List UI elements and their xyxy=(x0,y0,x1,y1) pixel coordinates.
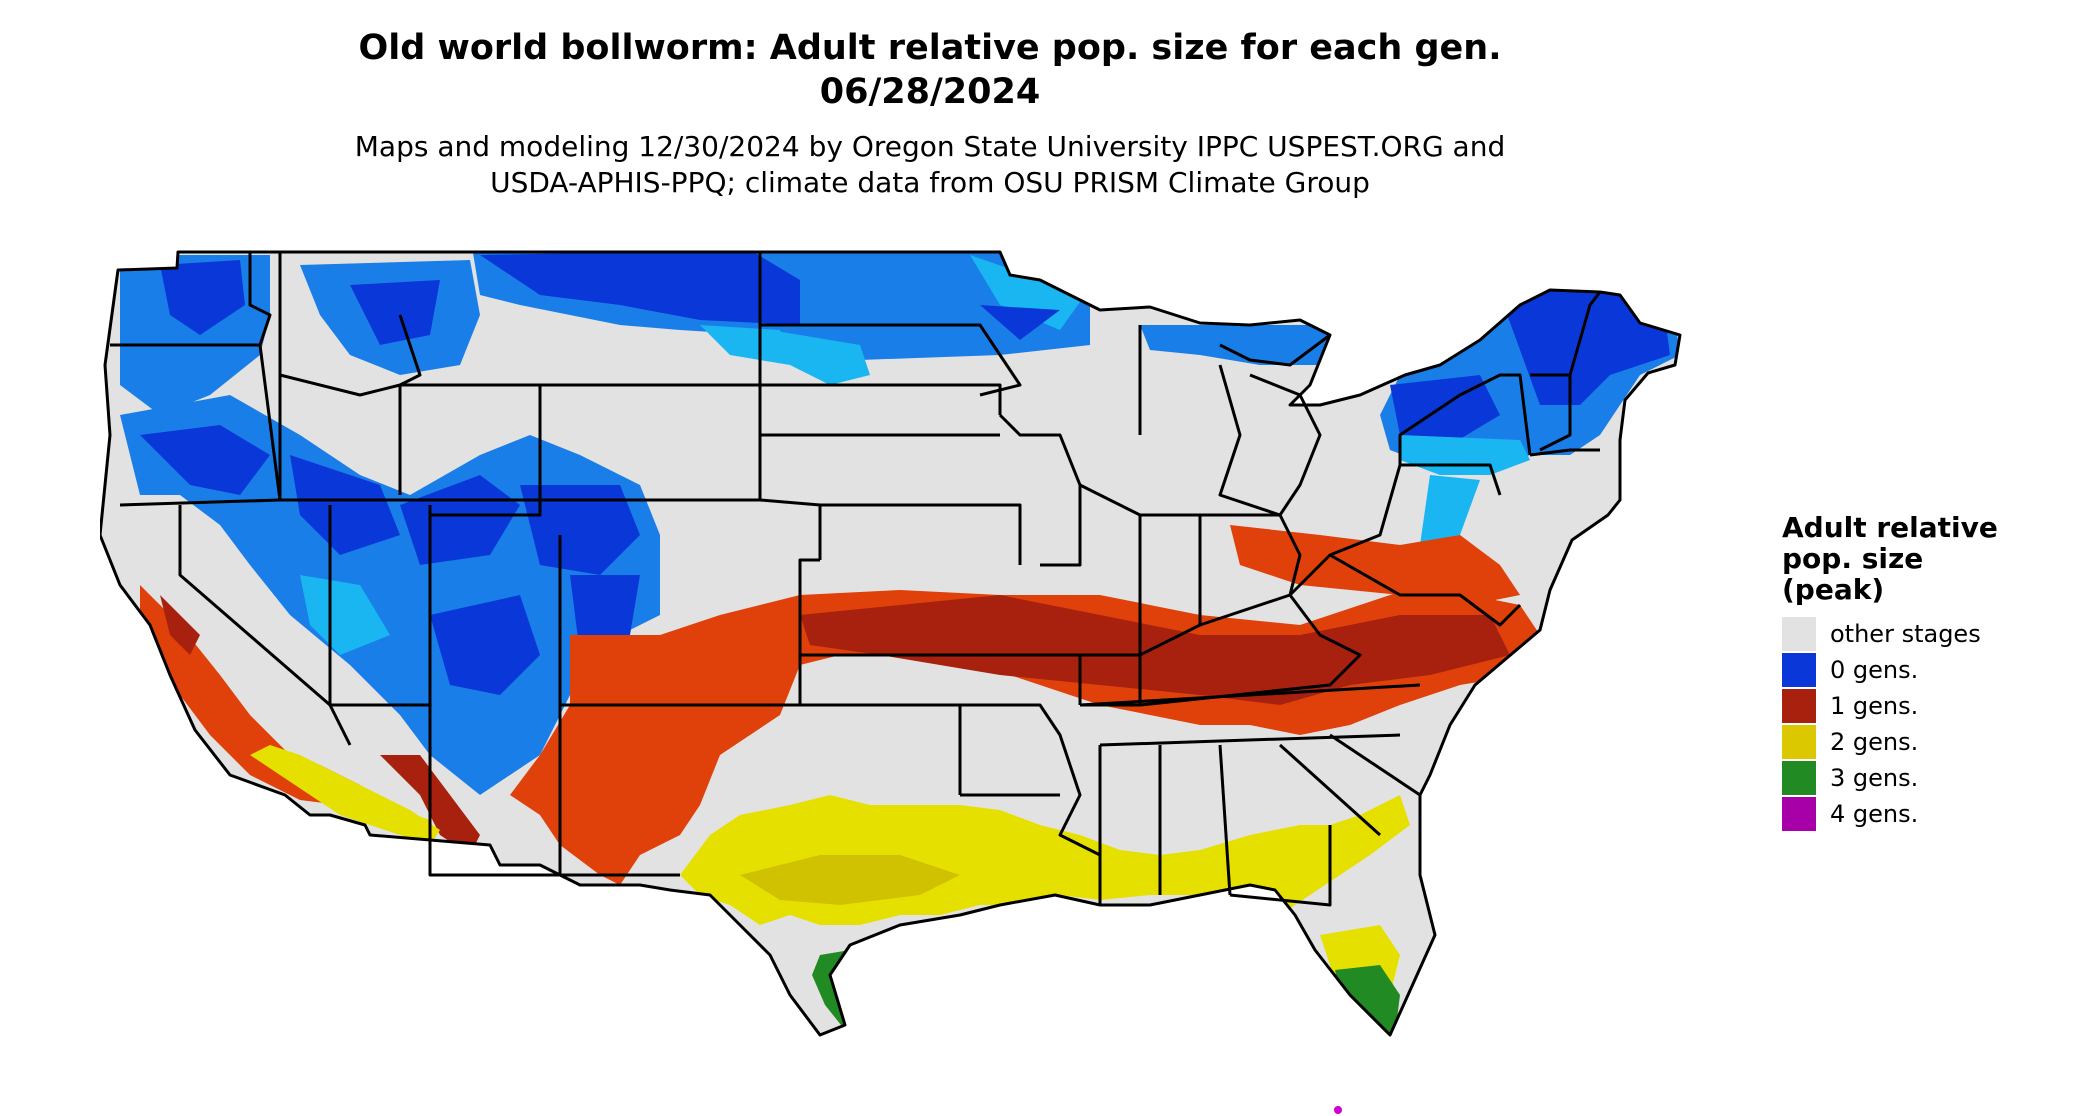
border-california-nevada xyxy=(178,505,352,746)
border-vermont-nh xyxy=(1530,373,1572,452)
border-pennsylvania xyxy=(1288,463,1502,597)
border-kentucky xyxy=(1139,594,1362,707)
map-subtitle-line2: USDA-APHIS-PPQ; climate data from OSU PR… xyxy=(490,166,1370,199)
border-kansas-north xyxy=(820,503,1022,565)
border-michigan-east xyxy=(1249,373,1322,516)
one-gen-zones xyxy=(140,525,1540,885)
border-alabama-georgia xyxy=(1218,744,1232,896)
border-oregon-east xyxy=(258,344,282,501)
border-minnesota xyxy=(760,323,1022,397)
border-virginia-wv xyxy=(1329,553,1522,627)
three-gens-zones xyxy=(812,950,1400,1035)
legend-item-other-stages: other stages xyxy=(1782,617,2082,653)
legend-swatch xyxy=(1782,761,1816,795)
border-georgia-florida xyxy=(1229,825,1332,907)
legend-title: Adult relative pop. size (peak) xyxy=(1782,512,2082,605)
us-generations-map xyxy=(100,250,1682,1114)
legend-label: 0 gens. xyxy=(1830,656,1919,684)
legend-title-line1: Adult relative xyxy=(1782,511,1998,544)
border-oregon-south xyxy=(119,498,281,507)
border-michigan-lower xyxy=(1218,364,1281,517)
border-colorado-north xyxy=(540,498,822,560)
border-ny xyxy=(1398,373,1532,465)
map-legend: Adult relative pop. size (peak) other st… xyxy=(1782,512,2082,833)
border-washington xyxy=(110,252,272,347)
legend-title-line2: pop. size xyxy=(1782,542,1924,575)
border-illinois xyxy=(1079,483,1142,657)
border-tennessee-south xyxy=(1099,733,1401,747)
map-fill-layers xyxy=(100,252,1680,1035)
border-indiana xyxy=(1139,513,1202,657)
legend-swatch xyxy=(1782,725,1816,759)
legend-item-1-gens: 1 gens. xyxy=(1782,689,2082,725)
border-tennessee-north xyxy=(1079,683,1421,707)
legend-item-3-gens: 3 gens. xyxy=(1782,761,2082,797)
legend-label: 3 gens. xyxy=(1830,764,1919,792)
border-iowa xyxy=(998,413,1082,567)
zero-gens-zones xyxy=(120,252,1680,795)
legend-item-4-gens: 4 gens. xyxy=(1782,797,2082,833)
border-montana-west xyxy=(398,314,422,387)
border-maine-nh xyxy=(1568,291,1602,376)
border-idaho-montana xyxy=(279,373,402,495)
legend-swatch xyxy=(1782,689,1816,723)
border-mass xyxy=(1529,448,1600,457)
legend-item-0-gens: 0 gens. xyxy=(1782,653,2082,689)
legend-item-2-gens: 2 gens. xyxy=(1782,725,2082,761)
border-nm-texas xyxy=(558,705,680,877)
legend-label: 2 gens. xyxy=(1830,728,1919,756)
legend-label: 4 gens. xyxy=(1830,800,1919,828)
legend-label: 1 gens. xyxy=(1830,692,1919,720)
legend-swatch xyxy=(1782,617,1816,651)
state-borders xyxy=(100,250,1682,1037)
border-utah-wyoming xyxy=(430,385,542,517)
border-nc-sc xyxy=(1329,733,1421,797)
map-title-line1: Old world bollworm: Adult relative pop. … xyxy=(358,28,1502,68)
border-oklahoma xyxy=(798,655,962,795)
border-michigan-upper xyxy=(1219,333,1331,367)
legend-title-line3: (peak) xyxy=(1782,573,1885,606)
map-subtitle-line1: Maps and modeling 12/30/2024 by Oregon S… xyxy=(354,130,1506,163)
legend-swatch xyxy=(1782,797,1816,831)
border-south-dakota xyxy=(760,383,1002,415)
legend-label: other stages xyxy=(1830,620,1981,648)
four-gens-spot xyxy=(1334,1106,1342,1114)
legend-swatch xyxy=(1782,653,1816,687)
border-georgia-sc xyxy=(1278,743,1382,837)
border-ohio xyxy=(1199,513,1302,627)
map-title-date: 06/28/2024 xyxy=(819,72,1041,112)
